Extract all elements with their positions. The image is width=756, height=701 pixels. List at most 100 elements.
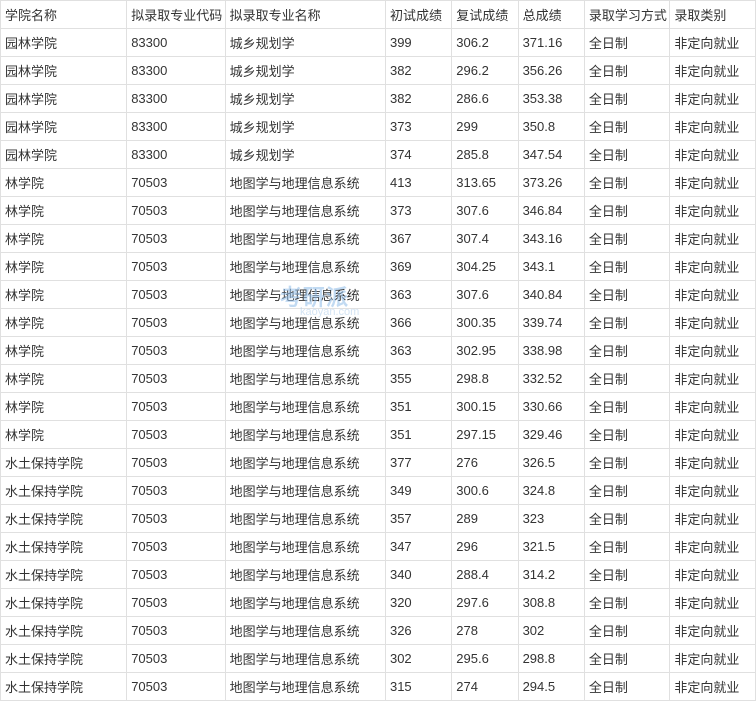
cell-total: 314.2 bbox=[518, 561, 584, 589]
cell-first: 377 bbox=[385, 449, 451, 477]
cell-type: 非定向就业 bbox=[670, 169, 756, 197]
cell-college: 水土保持学院 bbox=[1, 645, 127, 673]
cell-total: 343.16 bbox=[518, 225, 584, 253]
cell-mode: 全日制 bbox=[584, 505, 670, 533]
cell-mode: 全日制 bbox=[584, 337, 670, 365]
cell-mode: 全日制 bbox=[584, 169, 670, 197]
cell-college: 水土保持学院 bbox=[1, 673, 127, 701]
cell-total: 308.8 bbox=[518, 589, 584, 617]
table-row: 园林学院83300城乡规划学382296.2356.26全日制非定向就业 bbox=[1, 57, 756, 85]
table-row: 林学院70503地图学与地理信息系统373307.6346.84全日制非定向就业 bbox=[1, 197, 756, 225]
cell-major: 地图学与地理信息系统 bbox=[225, 169, 385, 197]
cell-type: 非定向就业 bbox=[670, 449, 756, 477]
cell-major: 地图学与地理信息系统 bbox=[225, 589, 385, 617]
cell-code: 70503 bbox=[127, 673, 225, 701]
cell-mode: 全日制 bbox=[584, 477, 670, 505]
cell-type: 非定向就业 bbox=[670, 309, 756, 337]
cell-code: 70503 bbox=[127, 365, 225, 393]
cell-mode: 全日制 bbox=[584, 197, 670, 225]
cell-college: 水土保持学院 bbox=[1, 533, 127, 561]
table-row: 林学院70503地图学与地理信息系统363302.95338.98全日制非定向就… bbox=[1, 337, 756, 365]
cell-type: 非定向就业 bbox=[670, 393, 756, 421]
table-row: 水土保持学院70503地图学与地理信息系统326278302全日制非定向就业 bbox=[1, 617, 756, 645]
table-row: 水土保持学院70503地图学与地理信息系统357289323全日制非定向就业 bbox=[1, 505, 756, 533]
cell-major: 地图学与地理信息系统 bbox=[225, 505, 385, 533]
cell-college: 林学院 bbox=[1, 169, 127, 197]
cell-total: 347.54 bbox=[518, 141, 584, 169]
cell-type: 非定向就业 bbox=[670, 645, 756, 673]
cell-major: 地图学与地理信息系统 bbox=[225, 281, 385, 309]
table-row: 水土保持学院70503地图学与地理信息系统349300.6324.8全日制非定向… bbox=[1, 477, 756, 505]
col-header-mode: 录取学习方式 bbox=[584, 1, 670, 29]
cell-code: 83300 bbox=[127, 141, 225, 169]
cell-second: 300.6 bbox=[452, 477, 518, 505]
cell-major: 地图学与地理信息系统 bbox=[225, 337, 385, 365]
cell-first: 369 bbox=[385, 253, 451, 281]
cell-total: 323 bbox=[518, 505, 584, 533]
cell-first: 351 bbox=[385, 393, 451, 421]
cell-code: 70503 bbox=[127, 253, 225, 281]
cell-college: 水土保持学院 bbox=[1, 589, 127, 617]
table-row: 水土保持学院70503地图学与地理信息系统320297.6308.8全日制非定向… bbox=[1, 589, 756, 617]
cell-major: 地图学与地理信息系统 bbox=[225, 225, 385, 253]
cell-college: 水土保持学院 bbox=[1, 561, 127, 589]
cell-mode: 全日制 bbox=[584, 281, 670, 309]
cell-type: 非定向就业 bbox=[670, 477, 756, 505]
cell-type: 非定向就业 bbox=[670, 29, 756, 57]
cell-code: 70503 bbox=[127, 225, 225, 253]
cell-code: 70503 bbox=[127, 169, 225, 197]
cell-total: 321.5 bbox=[518, 533, 584, 561]
cell-college: 园林学院 bbox=[1, 29, 127, 57]
cell-type: 非定向就业 bbox=[670, 561, 756, 589]
cell-major: 地图学与地理信息系统 bbox=[225, 533, 385, 561]
table-row: 林学院70503地图学与地理信息系统351297.15329.46全日制非定向就… bbox=[1, 421, 756, 449]
cell-code: 70503 bbox=[127, 617, 225, 645]
cell-code: 70503 bbox=[127, 449, 225, 477]
cell-major: 地图学与地理信息系统 bbox=[225, 645, 385, 673]
table-row: 水土保持学院70503地图学与地理信息系统302295.6298.8全日制非定向… bbox=[1, 645, 756, 673]
cell-college: 水土保持学院 bbox=[1, 477, 127, 505]
cell-second: 299 bbox=[452, 113, 518, 141]
cell-first: 413 bbox=[385, 169, 451, 197]
cell-total: 298.8 bbox=[518, 645, 584, 673]
cell-first: 399 bbox=[385, 29, 451, 57]
table-row: 园林学院83300城乡规划学373299350.8全日制非定向就业 bbox=[1, 113, 756, 141]
cell-mode: 全日制 bbox=[584, 253, 670, 281]
cell-college: 林学院 bbox=[1, 365, 127, 393]
cell-major: 地图学与地理信息系统 bbox=[225, 393, 385, 421]
cell-first: 373 bbox=[385, 197, 451, 225]
cell-first: 366 bbox=[385, 309, 451, 337]
cell-first: 363 bbox=[385, 337, 451, 365]
cell-college: 林学院 bbox=[1, 281, 127, 309]
col-header-first: 初试成绩 bbox=[385, 1, 451, 29]
cell-mode: 全日制 bbox=[584, 533, 670, 561]
table-row: 林学院70503地图学与地理信息系统366300.35339.74全日制非定向就… bbox=[1, 309, 756, 337]
table-row: 水土保持学院70503地图学与地理信息系统340288.4314.2全日制非定向… bbox=[1, 561, 756, 589]
cell-second: 295.6 bbox=[452, 645, 518, 673]
table-row: 园林学院83300城乡规划学374285.8347.54全日制非定向就业 bbox=[1, 141, 756, 169]
cell-total: 350.8 bbox=[518, 113, 584, 141]
cell-mode: 全日制 bbox=[584, 617, 670, 645]
cell-total: 329.46 bbox=[518, 421, 584, 449]
cell-type: 非定向就业 bbox=[670, 281, 756, 309]
cell-mode: 全日制 bbox=[584, 645, 670, 673]
cell-type: 非定向就业 bbox=[670, 113, 756, 141]
cell-type: 非定向就业 bbox=[670, 617, 756, 645]
cell-major: 地图学与地理信息系统 bbox=[225, 449, 385, 477]
col-header-college: 学院名称 bbox=[1, 1, 127, 29]
cell-total: 332.52 bbox=[518, 365, 584, 393]
table-row: 园林学院83300城乡规划学399306.2371.16全日制非定向就业 bbox=[1, 29, 756, 57]
cell-total: 338.98 bbox=[518, 337, 584, 365]
cell-mode: 全日制 bbox=[584, 113, 670, 141]
cell-second: 300.35 bbox=[452, 309, 518, 337]
col-header-second: 复试成绩 bbox=[452, 1, 518, 29]
cell-second: 296.2 bbox=[452, 57, 518, 85]
cell-first: 320 bbox=[385, 589, 451, 617]
cell-mode: 全日制 bbox=[584, 449, 670, 477]
cell-mode: 全日制 bbox=[584, 29, 670, 57]
cell-second: 307.4 bbox=[452, 225, 518, 253]
cell-mode: 全日制 bbox=[584, 561, 670, 589]
cell-second: 296 bbox=[452, 533, 518, 561]
cell-code: 70503 bbox=[127, 309, 225, 337]
cell-type: 非定向就业 bbox=[670, 197, 756, 225]
